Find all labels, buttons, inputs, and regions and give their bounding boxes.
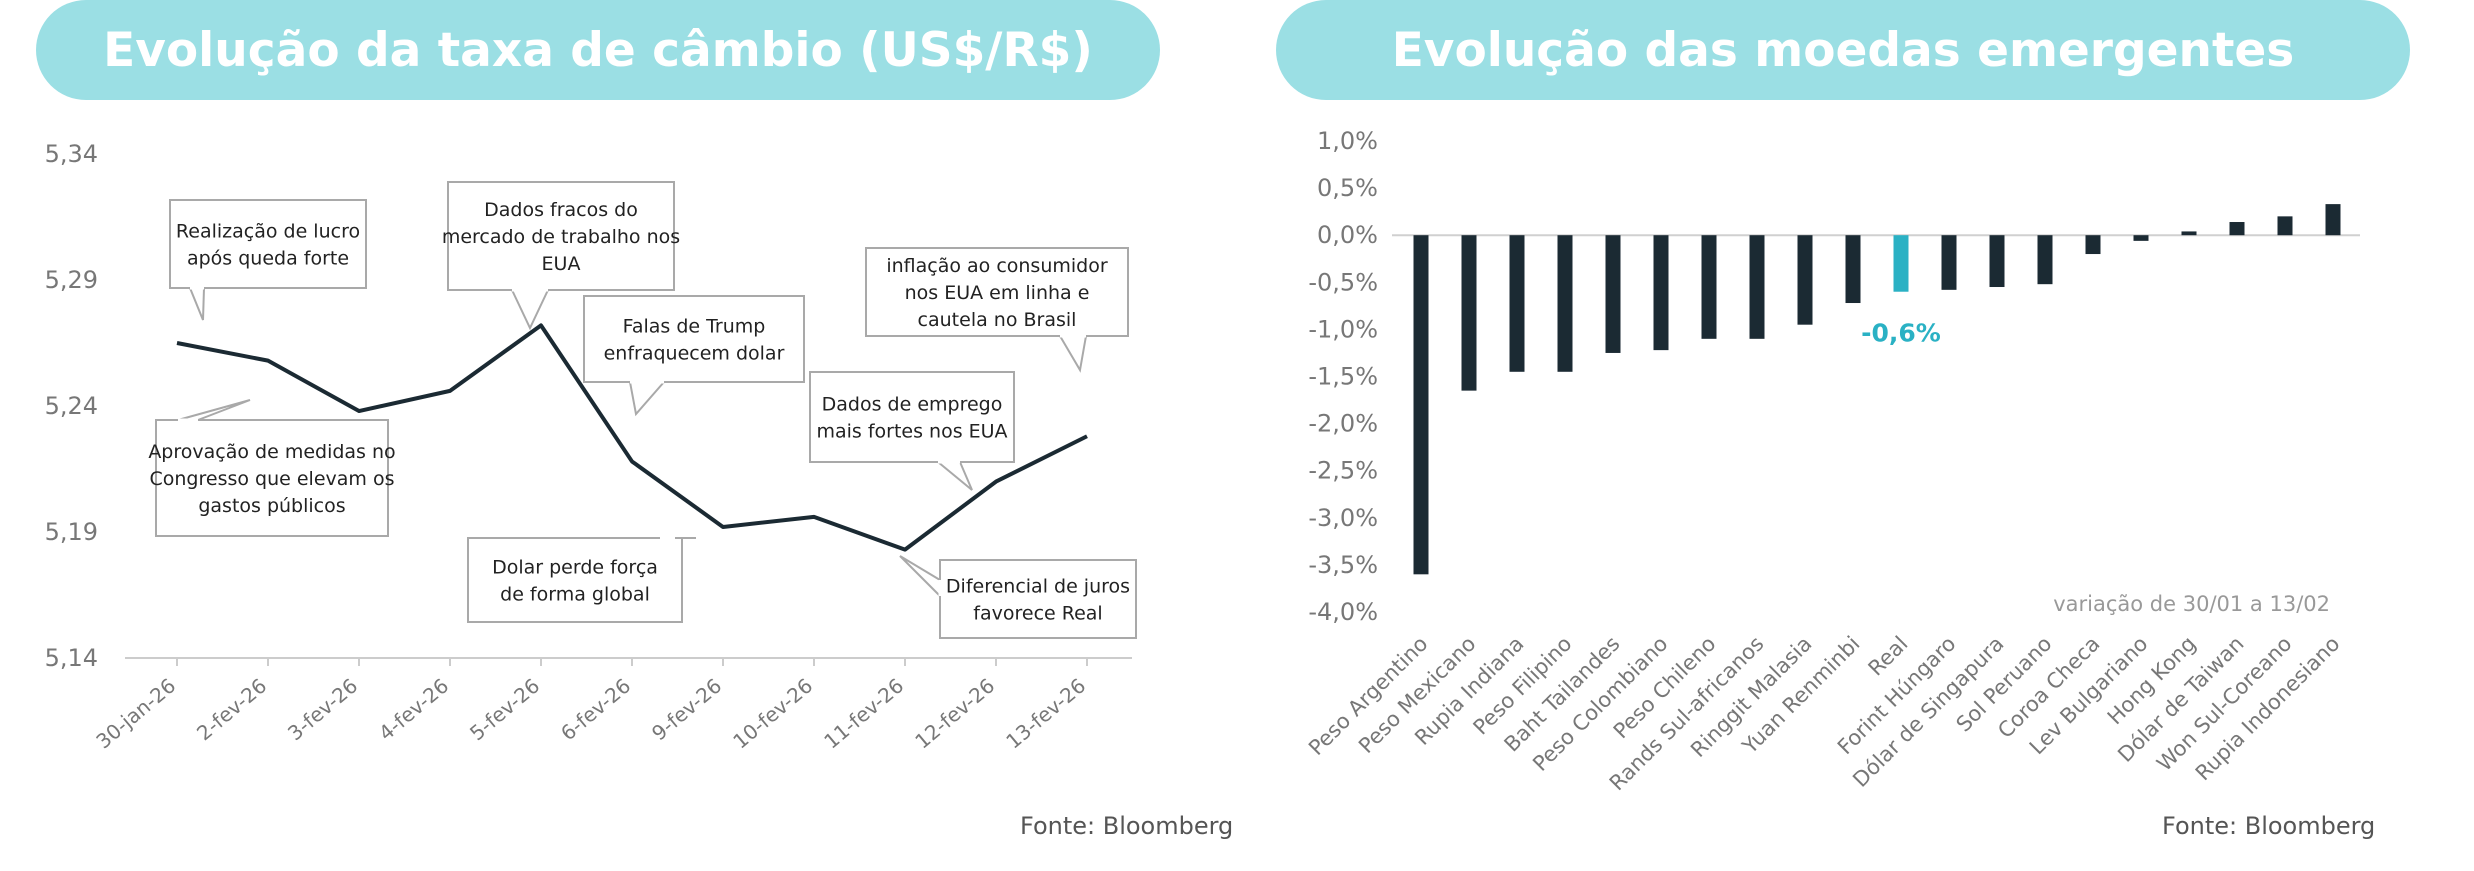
bar bbox=[2229, 222, 2245, 236]
left-chart-title: Evolução da taxa de câmbio (US$/R$) bbox=[36, 0, 1160, 100]
x-tick-label: 30-jan-26 bbox=[91, 673, 180, 753]
y-tick-label: 5,24 bbox=[45, 392, 98, 420]
y-tick-label: 5,19 bbox=[45, 518, 98, 546]
y-tick-label: 5,34 bbox=[45, 140, 98, 168]
callout-box bbox=[865, 247, 1129, 337]
bar-highlight bbox=[1893, 235, 1909, 292]
x-tick-label: 12-fev-26 bbox=[910, 673, 999, 753]
callout-pointer bbox=[511, 289, 549, 331]
callout-text: Dados de emprego mais fortes nos EUA bbox=[816, 394, 1007, 443]
bar bbox=[2085, 235, 2101, 255]
callout-text-line: inflação ao consumidor bbox=[886, 255, 1108, 277]
bar bbox=[1845, 235, 1861, 304]
x-tick-label: 6-fev-26 bbox=[556, 673, 635, 745]
callout-text: Falas de Trump enfraquecem dolar bbox=[604, 316, 785, 365]
callout-box bbox=[169, 199, 367, 289]
x-tick-label: 9-fev-26 bbox=[647, 673, 726, 745]
callout-text-line: Congresso que elevam os bbox=[150, 468, 395, 490]
bar bbox=[2037, 235, 2053, 285]
y-tick-label: -3,0% bbox=[1308, 504, 1378, 532]
x-tick-label: 10-fev-26 bbox=[728, 673, 817, 753]
callout-text-line: após queda forte bbox=[187, 248, 349, 270]
callout-pointer bbox=[629, 381, 665, 417]
callout-box bbox=[583, 295, 805, 383]
y-tick-label: -1,5% bbox=[1308, 363, 1378, 391]
bar bbox=[1557, 235, 1573, 372]
callout-text: Realização de lucro após queda forte bbox=[176, 221, 360, 270]
bar bbox=[1461, 235, 1477, 391]
callout-text-line: de forma global bbox=[500, 584, 650, 606]
y-tick-label: 0,5% bbox=[1317, 174, 1378, 202]
bar bbox=[1989, 235, 2005, 288]
callout-text: inflação ao consumidor nos EUA em linha e… bbox=[886, 255, 1108, 331]
y-tick-label: -3,5% bbox=[1308, 551, 1378, 579]
bar bbox=[1653, 235, 1669, 351]
bar bbox=[1509, 235, 1525, 372]
emerging-currencies-bar-chart: 1,0% 0,5% 0,0% -0,5% -1,0% -1,5% -2,0% -2,5% -3,… bbox=[1304, 127, 2360, 795]
exchange-rate-line-chart: 30-jan-26 2-fev-26 3-fev-26 4-fev-26 5-fev-2… bbox=[45, 140, 1137, 754]
callout-box bbox=[809, 371, 1015, 463]
bar bbox=[1413, 235, 1429, 575]
callout-pointer bbox=[937, 461, 973, 491]
callout-text-line: mercado de trabalho nos bbox=[442, 226, 680, 248]
x-tick-label: 3-fev-26 bbox=[283, 673, 362, 745]
x-tick-label: 11-fev-26 bbox=[819, 673, 908, 753]
bar bbox=[2181, 231, 2197, 236]
y-tick-label: -4,0% bbox=[1308, 598, 1378, 626]
y-tick-label: 1,0% bbox=[1317, 127, 1378, 155]
callout-text-line: Dados de emprego bbox=[822, 394, 1003, 416]
callout-text-line: Dolar perde força bbox=[492, 557, 658, 579]
callout-text: Diferencial de juros favorece Real bbox=[946, 576, 1130, 625]
right-chart-title: Evolução das moedas emergentes bbox=[1276, 0, 2410, 100]
y-tick-label: 5,29 bbox=[45, 266, 98, 294]
bar bbox=[1605, 235, 1621, 353]
callout-text-line: cautela no Brasil bbox=[918, 309, 1077, 331]
callout-pointer bbox=[899, 555, 941, 597]
callout-text-line: Realização de lucro bbox=[176, 221, 360, 243]
callout-box bbox=[447, 181, 675, 291]
y-tick-label: -1,0% bbox=[1308, 315, 1378, 343]
highlight-data-label: -0,6% bbox=[1861, 319, 1941, 348]
x-tick-label: 4-fev-26 bbox=[374, 673, 453, 745]
callout-text-line: nos EUA em linha e bbox=[905, 282, 1090, 304]
y-tick-label: -2,0% bbox=[1308, 410, 1378, 438]
callout-box bbox=[939, 559, 1137, 639]
bar bbox=[1701, 235, 1717, 339]
y-tick-label: -0,5% bbox=[1308, 268, 1378, 296]
callout-text-line: Aprovação de medidas no bbox=[148, 441, 395, 463]
bar bbox=[2325, 204, 2341, 236]
callout-text-line: gastos públicos bbox=[198, 495, 345, 517]
right-source-note: Fonte: Bloomberg bbox=[2162, 812, 2376, 840]
callout-text-line: Falas de Trump bbox=[623, 316, 766, 338]
callout-pointer bbox=[189, 287, 205, 321]
x-tick-label: 2-fev-26 bbox=[192, 673, 271, 745]
bar bbox=[1749, 235, 1765, 339]
bar bbox=[1797, 235, 1813, 325]
y-tick-label: -2,5% bbox=[1308, 457, 1378, 485]
bar bbox=[1941, 235, 1957, 290]
left-source-note: Fonte: Bloomberg bbox=[1020, 812, 1234, 840]
y-tick-label: 5,14 bbox=[45, 644, 98, 672]
callout-text: Dados fracos do mercado de trabalho nos EU… bbox=[442, 199, 680, 275]
callout-text-line: Diferencial de juros bbox=[946, 576, 1130, 598]
callout-text: Aprovação de medidas no Congresso que ele… bbox=[148, 441, 395, 517]
bar bbox=[2133, 235, 2149, 241]
bar bbox=[2277, 216, 2293, 236]
y-tick-label: 0,0% bbox=[1317, 221, 1378, 249]
callout-text: Dolar perde força de forma global bbox=[492, 557, 658, 606]
period-note: variação de 30/01 a 13/02 bbox=[2053, 592, 2330, 616]
callout-pointer bbox=[177, 399, 251, 421]
callout-text-line: EUA bbox=[542, 253, 581, 275]
callout-text-line: enfraquecem dolar bbox=[604, 343, 785, 365]
x-tick-label: 13-fev-26 bbox=[1001, 673, 1090, 753]
callout-text-line: mais fortes nos EUA bbox=[816, 421, 1007, 443]
callout-pointer bbox=[1059, 335, 1087, 373]
callout-box bbox=[467, 537, 683, 623]
x-tick-label: 5-fev-26 bbox=[465, 673, 544, 745]
callout-text-line: Dados fracos do bbox=[484, 199, 638, 221]
callout-box bbox=[155, 419, 389, 537]
callout-text-line: favorece Real bbox=[973, 603, 1102, 625]
